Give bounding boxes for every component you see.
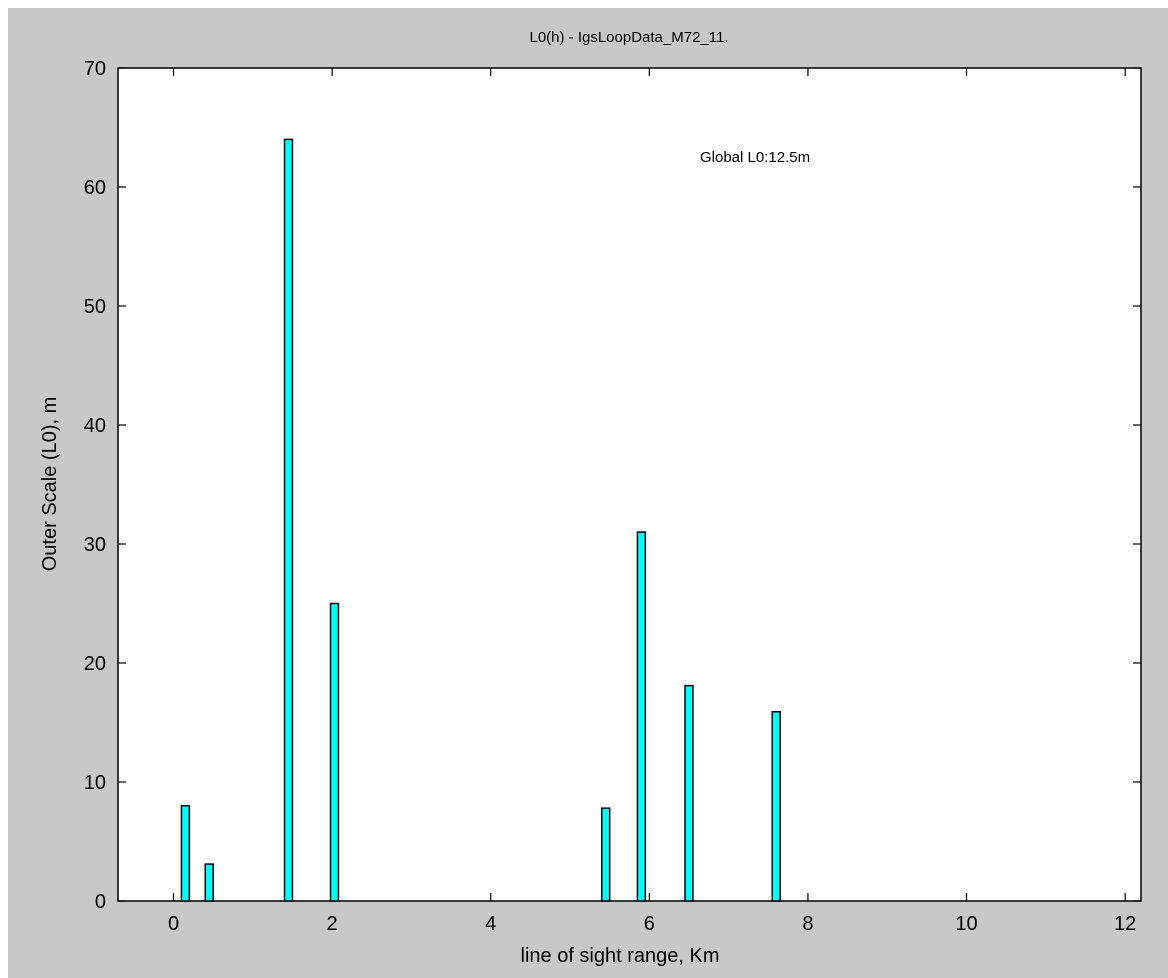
y-tick-label: 60 bbox=[84, 177, 106, 199]
x-tick-label: 8 bbox=[802, 913, 813, 935]
bar bbox=[329, 602, 340, 902]
bar bbox=[283, 138, 294, 902]
y-tick-label: 20 bbox=[84, 653, 106, 675]
x-tick-label: 6 bbox=[644, 913, 655, 935]
y-tick-label: 40 bbox=[84, 415, 106, 437]
bar bbox=[636, 531, 647, 902]
y-tick-label: 10 bbox=[84, 772, 106, 794]
bar bbox=[600, 807, 611, 902]
x-axis-label: line of sight range, Km bbox=[521, 945, 720, 967]
bars-layer bbox=[180, 138, 781, 902]
x-tick-label: 10 bbox=[955, 913, 977, 935]
y-tick-label: 0 bbox=[95, 891, 106, 913]
bar bbox=[684, 684, 694, 902]
chart-title: L0(h) - IgsLoopData_M72_11. bbox=[529, 29, 728, 46]
bar bbox=[204, 863, 214, 902]
ticks-layer: 0 2 4 6 8 10 12 0 10 20 30 40 50 60 70 bbox=[84, 58, 1141, 935]
bar bbox=[180, 805, 191, 902]
plot-area bbox=[117, 67, 1142, 902]
global-l0-annotation: Global L0:12.5m bbox=[700, 149, 810, 166]
x-tick-label: 12 bbox=[1114, 913, 1136, 935]
y-tick-label: 30 bbox=[84, 534, 106, 556]
y-tick-label: 50 bbox=[84, 296, 106, 318]
y-tick-label: 70 bbox=[84, 58, 106, 80]
x-tick-label: 0 bbox=[168, 913, 179, 935]
x-tick-label: 2 bbox=[327, 913, 338, 935]
x-tick-label: 4 bbox=[485, 913, 496, 935]
y-axis-label: Outer Scale (L0), m bbox=[39, 397, 61, 572]
bar bbox=[771, 711, 781, 902]
